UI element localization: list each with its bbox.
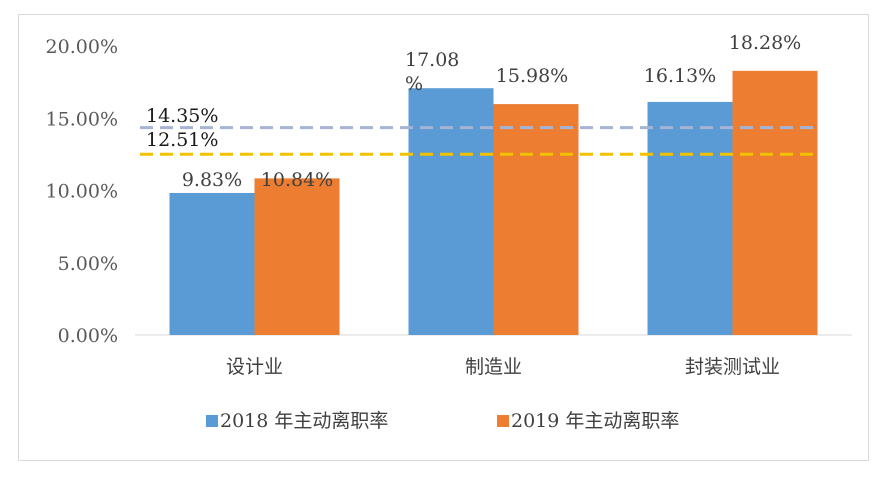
bar xyxy=(254,178,340,335)
x-tick-label: 设计业 xyxy=(226,356,283,378)
legend-label: 2019 年主动离职率 xyxy=(511,410,679,432)
x-tick-label: 封装测试业 xyxy=(685,356,780,378)
bar xyxy=(732,70,818,335)
y-tick-label: 5.00% xyxy=(58,253,118,275)
legend-swatch xyxy=(497,415,509,427)
data-label: 9.83% xyxy=(182,169,242,191)
reference-line-label: 14.35% xyxy=(146,105,218,127)
data-label: 10.84% xyxy=(261,169,333,191)
bar xyxy=(647,101,733,335)
data-label: 16.13% xyxy=(644,65,716,87)
y-tick-label: 10.00% xyxy=(46,181,118,203)
bar xyxy=(408,88,494,335)
reference-line-label: 12.51% xyxy=(146,129,218,151)
x-tick-label: 制造业 xyxy=(465,356,522,378)
bar xyxy=(493,104,579,336)
bar xyxy=(169,192,255,335)
data-label: 15.98% xyxy=(496,65,568,87)
legend-label: 2018 年主动离职率 xyxy=(220,410,388,432)
data-label: 17.08% xyxy=(405,49,459,95)
y-tick-label: 0.00% xyxy=(58,325,118,347)
y-tick-label: 20.00% xyxy=(46,36,118,58)
y-tick-label: 15.00% xyxy=(46,108,118,130)
legend-swatch xyxy=(206,415,218,427)
data-label: 18.28% xyxy=(729,32,801,54)
